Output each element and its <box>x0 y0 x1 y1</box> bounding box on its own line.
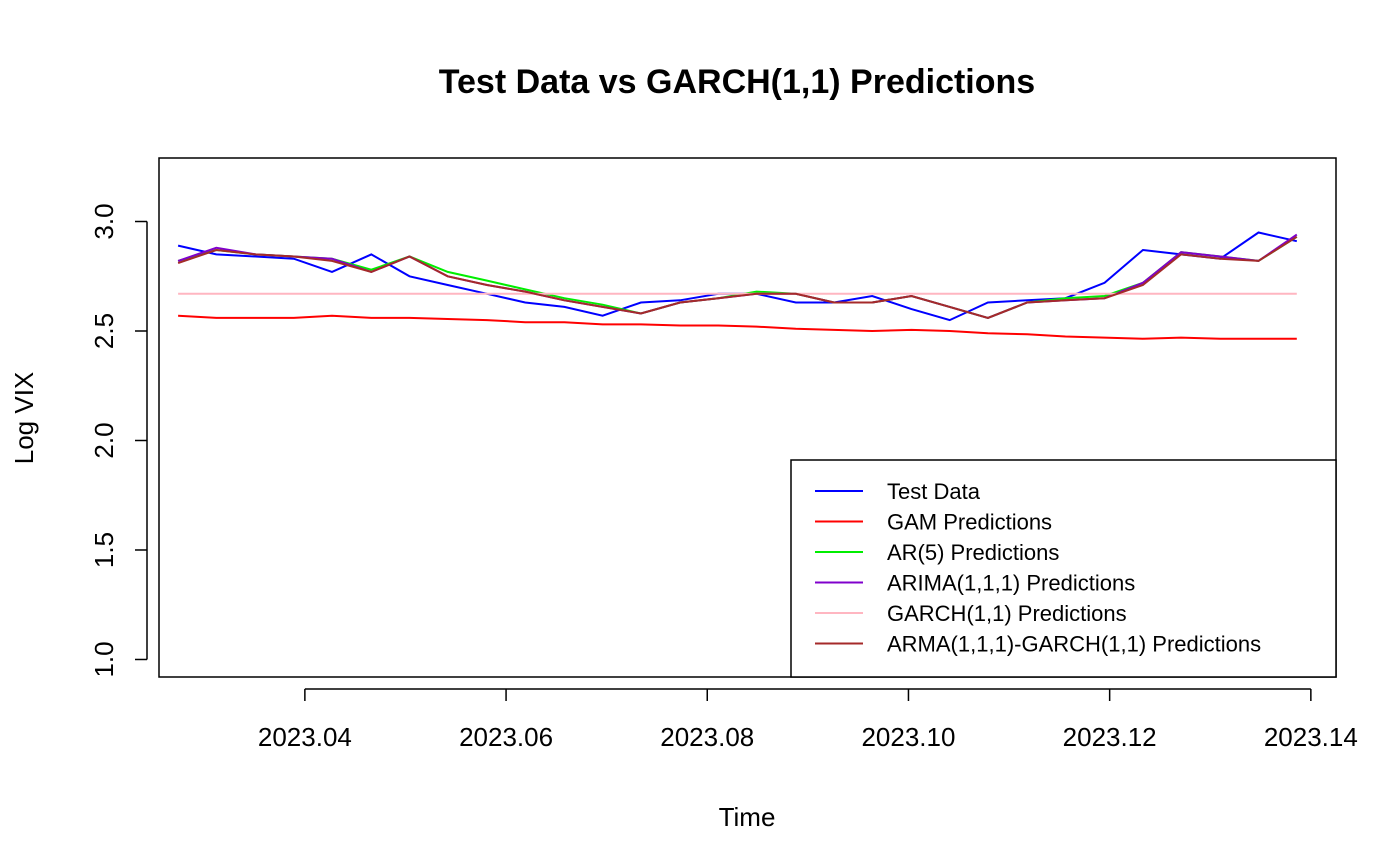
x-tick-label: 2023.04 <box>258 722 352 752</box>
y-axis: 1.0 1.5 2.0 2.5 3.0 <box>89 203 148 678</box>
x-axis-label: Time <box>719 802 776 832</box>
legend-label: ARIMA(1,1,1) Predictions <box>887 571 1135 596</box>
legend-label: ARMA(1,1,1)-GARCH(1,1) Predictions <box>887 632 1261 657</box>
series-lines <box>177 231 1298 340</box>
legend-label: AR(5) Predictions <box>887 540 1059 565</box>
y-tick-label: 1.5 <box>89 532 119 568</box>
chart-title: Test Data vs GARCH(1,1) Predictions <box>439 63 1035 101</box>
series-line-3 <box>177 233 1298 319</box>
series-line-0 <box>177 231 1298 322</box>
legend: Test Data GAM Predictions AR(5) Prediction… <box>790 459 1337 678</box>
y-tick-label: 2.0 <box>89 422 119 458</box>
plot-frame <box>158 157 1337 678</box>
x-tick-label: 2023.06 <box>459 722 553 752</box>
x-tick-label: 2023.08 <box>660 722 754 752</box>
series-line-2 <box>177 235 1298 319</box>
y-axis-label: Log VIX <box>9 372 39 465</box>
x-tick-label: 2023.14 <box>1264 722 1358 752</box>
y-tick-label: 2.5 <box>89 313 119 349</box>
x-tick-label: 2023.12 <box>1063 722 1157 752</box>
x-axis: 2023.04 2023.06 2023.08 2023.10 2023.12 2023.… <box>258 688 1358 752</box>
series-line-5 <box>177 235 1298 319</box>
y-tick-label: 1.0 <box>89 641 119 677</box>
y-tick-label: 3.0 <box>89 203 119 239</box>
legend-items: Test Data GAM Predictions AR(5) Prediction… <box>815 479 1261 657</box>
x-tick-label: 2023.10 <box>861 722 955 752</box>
legend-box <box>790 459 1337 678</box>
legend-label: GAM Predictions <box>887 510 1052 535</box>
series-line-1 <box>178 314 1297 340</box>
legend-label: GARCH(1,1) Predictions <box>887 601 1127 626</box>
legend-label: Test Data <box>887 479 981 504</box>
